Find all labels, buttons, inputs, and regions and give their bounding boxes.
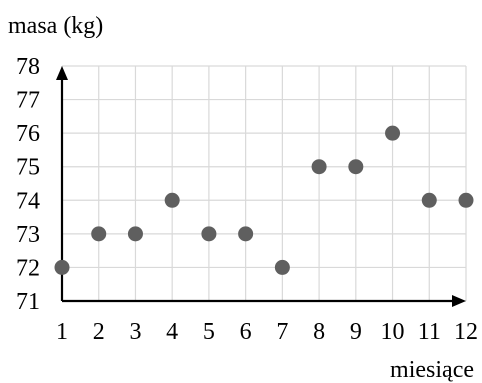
x-tick-label: 7: [276, 319, 288, 345]
y-tick-label: 77: [16, 88, 40, 114]
y-tick-label: 71: [16, 289, 40, 315]
grid-lines: [61, 65, 467, 302]
data-point: [458, 192, 474, 208]
y-tick-label: 75: [16, 155, 40, 181]
x-tick-label: 6: [240, 319, 252, 345]
data-point: [385, 125, 401, 141]
x-tick-label: 12: [454, 319, 478, 345]
x-axis-label: miesiące: [390, 357, 474, 383]
x-tick-label: 8: [313, 319, 325, 345]
y-tick-labels: 71 72 73 74 75 76 77 78: [16, 54, 40, 315]
x-tick-label: 3: [129, 319, 141, 345]
x-tick-label: 2: [93, 319, 105, 345]
x-tick-label: 1: [56, 319, 68, 345]
x-tick-label: 10: [381, 319, 405, 345]
data-point: [201, 226, 217, 242]
y-tick-label: 72: [16, 255, 40, 281]
data-points: [54, 125, 474, 275]
x-tick-label: 4: [166, 319, 178, 345]
x-tick-label: 5: [203, 319, 215, 345]
x-tick-labels: 1 2 3 4 5 6 7 8 9 10 11 12: [56, 319, 478, 345]
y-axis-arrow: [56, 66, 68, 80]
data-point: [311, 159, 327, 175]
data-point: [238, 226, 254, 242]
data-point: [54, 259, 70, 275]
y-axis-label: masa (kg): [8, 13, 103, 39]
data-point: [348, 159, 364, 175]
x-tick-label: 11: [418, 319, 441, 345]
axes: [56, 66, 466, 307]
data-point: [274, 259, 290, 275]
data-point: [164, 192, 180, 208]
y-tick-label: 76: [16, 121, 40, 147]
data-point: [127, 226, 143, 242]
x-tick-label: 9: [350, 319, 362, 345]
y-tick-label: 73: [16, 222, 40, 248]
y-tick-label: 74: [16, 188, 40, 214]
data-point: [421, 192, 437, 208]
x-axis-arrow: [452, 295, 466, 307]
data-point: [91, 226, 107, 242]
y-tick-label: 78: [16, 54, 40, 80]
